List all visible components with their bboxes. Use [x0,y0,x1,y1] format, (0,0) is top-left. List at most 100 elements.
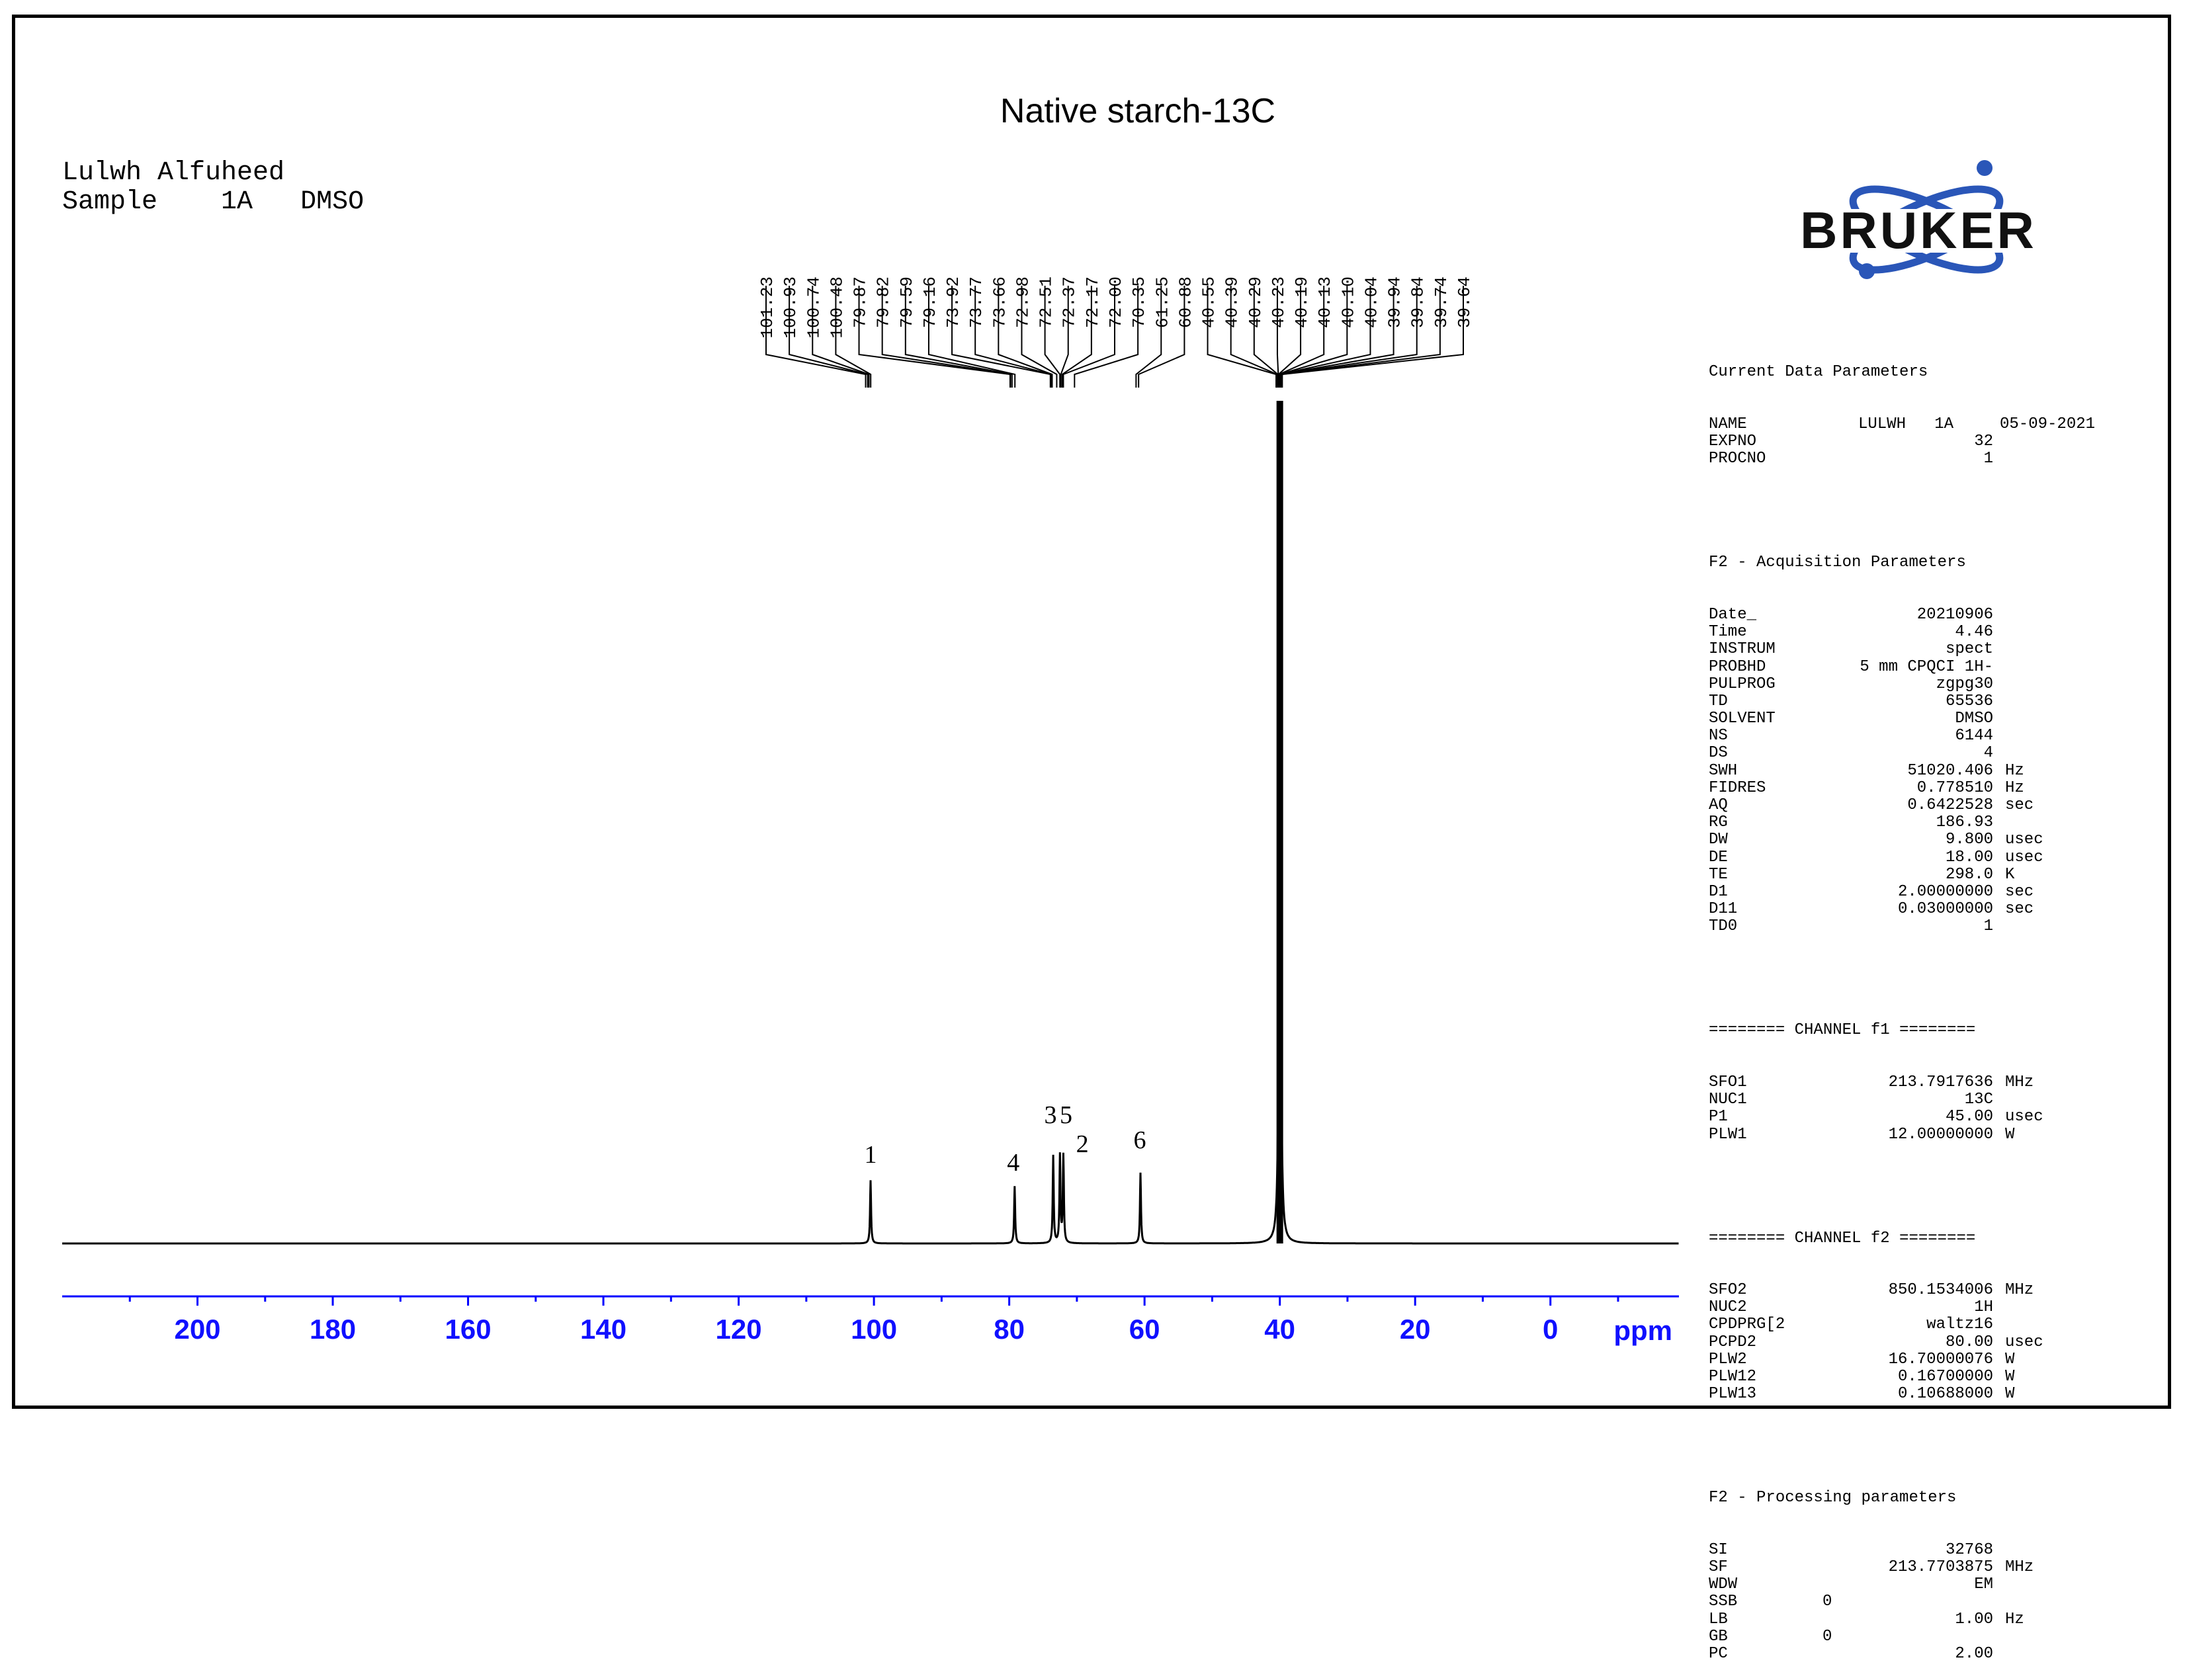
nmr-spectrum-chart: 101.23 100.93 100.74 100.48 79.87 79.82 79.59 7… [62,276,1679,1346]
param-row: INSTRUM spect [1709,641,2139,658]
param-key: TD [1709,692,1728,710]
tick-label: 100 [851,1314,897,1345]
peak-list-connector [789,286,869,388]
peak-list-value: 72.98 [1013,276,1033,328]
param-value: 51020.406 [1907,761,1993,780]
param-key: SWH [1709,761,1738,780]
tick-label: 80 [994,1314,1025,1345]
sample-id: 1A [221,187,253,217]
atom-dot-left-icon [1859,263,1875,279]
param-key: RG [1709,814,1728,832]
param-value: 2.00 [1955,1644,1993,1663]
param-key: NS [1709,727,1728,745]
param-key: AQ [1709,796,1728,815]
peak-list-connector [1044,286,1061,388]
param-key: Date_ [1709,605,1757,624]
peak-list-value: 40.10 [1338,276,1358,328]
acquisition-params-list: Date_ 20210906 Time 4.46 INSTRUM spect PROBHD 5… [1709,605,2139,936]
param-key: PULPROG [1709,675,1776,693]
param-unit [1993,1091,2071,1109]
param-unit [1993,710,2071,728]
peak-list-value: 40.29 [1246,276,1265,328]
peak-list-connector [881,286,1011,388]
param-unit: MHz [2005,1073,2034,1091]
param-key: PROCNO [1709,450,1766,468]
peak-list-connector [1280,286,1418,388]
param-row: SF 213.7703875 MHz [1709,1558,2139,1576]
param-row: LB 1.00 Hz [1709,1611,2139,1628]
param-value: waltz16 [1926,1316,1993,1334]
param-row: PLW12 0.16700000 W [1709,1368,2139,1386]
param-unit [1993,693,2071,710]
param-row: SSB 0 [1709,1593,2139,1611]
peak-list-connector [765,286,867,388]
sample-label: Sample [62,187,158,217]
param-unit: usec [2005,848,2043,866]
param-row: NUC2 1H [1709,1299,2139,1316]
peak-list-value: 72.51 [1037,276,1056,328]
param-row: TD 65536 [1709,693,2139,710]
param-unit: usec [2005,831,2043,849]
param-value: zgpg30 [1936,675,1993,693]
param-key: DE [1709,848,1728,866]
peak-list-connector [974,286,1052,388]
param-unit: usec [2005,1333,2043,1351]
peak-label: 3 [1045,1101,1057,1129]
processing-params-heading: F2 - Processing parameters [1709,1489,1957,1507]
peak-list-value: 72.37 [1060,276,1080,328]
param-key: P1 [1709,1108,1728,1126]
peak-list-connector [927,286,1016,388]
param-key: SFO2 [1709,1281,1747,1300]
tick-label: 0 [1543,1314,1558,1345]
param-key: NUC2 [1709,1298,1747,1317]
param-value: 2.00000000 [1897,882,1993,901]
param-unit [1993,814,2071,831]
peak-list-connector [904,286,1013,388]
peak-list-connector [1138,286,1185,388]
param-row: TE 298.0 K [1709,866,2139,884]
peak-list-connector [812,286,870,388]
param-key: GB [1709,1627,1728,1646]
param-key: SI [1709,1540,1728,1559]
param-key: SOLVENT [1709,710,1776,728]
param-unit [1993,676,2071,693]
param-unit [1993,1299,2071,1316]
peak-list-connector [1061,286,1092,388]
peak-list-value: 79.82 [874,276,894,328]
sample-info: Lulwh Alfuheed Sample 1A DMSO [62,159,364,217]
param-row: SFO1 213.7917636 MHz [1709,1073,2139,1091]
param-value: 298.0 [1945,865,1993,884]
param-value: 4.46 [1955,623,1993,642]
param-key: NUC1 [1709,1091,1747,1109]
param-key: WDW [1709,1575,1738,1594]
param-row: AQ 0.6422528 sec [1709,796,2139,815]
peak-list-value: 101.23 [757,276,777,339]
param-unit: W [2005,1350,2015,1368]
param-key: PC [1709,1644,1728,1663]
param-unit [1993,745,2071,762]
chart-title: Native starch-13C [1000,92,1276,130]
param-unit [1993,1542,2071,1559]
param-row: GB 0 [1709,1628,2139,1646]
param-row: SOLVENT DMSO [1709,710,2139,728]
peak-list-value: 72.17 [1083,276,1103,328]
param-row: Date_ 20210906 [1709,605,2139,624]
peak-list-value: 100.74 [804,276,824,339]
param-value: 20210906 [1916,605,1993,624]
param-value: 0.778510 [1916,778,1993,797]
param-value: 80.00 [1945,1333,1993,1351]
param-row: PLW1 12.00000000 W [1709,1126,2139,1144]
param-value: 213.7703875 [1888,1558,1993,1576]
param-row: D1 2.00000000 sec [1709,882,2139,901]
param-key: INSTRUM [1709,640,1776,659]
peak-list-connector [1062,286,1115,388]
peak-list-value: 60.88 [1176,276,1195,328]
solvent-peak [1276,401,1283,1243]
param-value: 213.7917636 [1888,1073,1993,1091]
atom-dot-right-icon [1977,160,1993,176]
peak-list-connector [835,286,872,388]
param-row: NUC1 13C [1709,1091,2139,1109]
peak-list-connector [1279,286,1394,388]
param-row: RG 186.93 [1709,814,2139,831]
param-value: 1 [1983,450,1993,468]
